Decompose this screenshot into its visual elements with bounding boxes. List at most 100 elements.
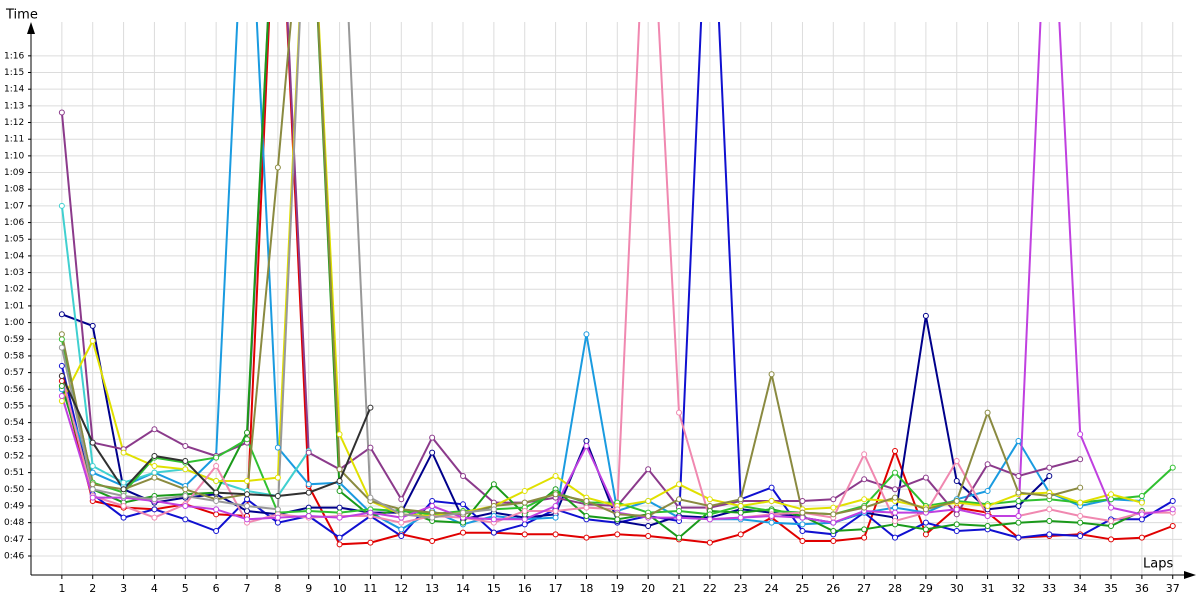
lap-point	[89, 462, 96, 469]
lap-point	[922, 312, 929, 319]
y-axis-arrow	[27, 22, 35, 34]
lap-point	[58, 331, 65, 338]
x-tick-label: 7	[244, 582, 251, 595]
y-tick-label: 1:01	[4, 301, 24, 311]
lap-point	[182, 466, 189, 473]
lap-point	[861, 451, 868, 458]
y-tick-label: 0:55	[4, 401, 24, 411]
lap-point	[336, 541, 343, 548]
y-tick-label: 0:56	[4, 385, 24, 395]
lap-point	[1046, 517, 1053, 524]
lap-point	[460, 501, 467, 508]
lap-point	[830, 496, 837, 503]
lap-point	[583, 512, 590, 519]
lap-point	[799, 497, 806, 504]
lap-point	[892, 447, 899, 454]
y-tick-label: 0:57	[4, 368, 24, 378]
lap-point	[244, 496, 251, 503]
lap-point	[799, 527, 806, 534]
x-tick-label: 5	[182, 582, 189, 595]
lap-point	[89, 469, 96, 476]
lap-point	[830, 511, 837, 518]
lap-point	[1046, 531, 1053, 538]
lap-point	[552, 491, 559, 498]
x-tick-label: 31	[981, 582, 995, 595]
lap-point	[58, 311, 65, 318]
lap-point	[676, 507, 683, 514]
x-tick-label: 23	[734, 582, 748, 595]
lap-point	[892, 486, 899, 493]
lap-point	[1138, 516, 1145, 523]
lap-point	[768, 512, 775, 519]
lap-point	[1015, 502, 1022, 509]
lap-point	[706, 502, 713, 509]
lap-point	[274, 506, 281, 513]
lap-point	[274, 514, 281, 521]
lap-point	[552, 472, 559, 479]
y-tick-label: 1:14	[4, 85, 24, 95]
lap-point	[799, 514, 806, 521]
lap-point	[429, 537, 436, 544]
lap-point	[58, 344, 65, 351]
lap-point	[120, 514, 127, 521]
y-tick-label: 1:02	[4, 285, 24, 295]
lap-point	[984, 502, 991, 509]
y-tick-label: 1:07	[4, 201, 24, 211]
x-tick-label: 36	[1135, 582, 1149, 595]
y-tick-label: 0:52	[4, 451, 24, 461]
lap-point	[490, 506, 497, 513]
lap-point	[305, 489, 312, 496]
lap-point	[521, 516, 528, 523]
lap-point	[1108, 491, 1115, 498]
lap-point	[182, 457, 189, 464]
lap-point	[1046, 464, 1053, 471]
lap-point	[1169, 497, 1176, 504]
x-tick-label: 6	[213, 582, 220, 595]
lap-point	[861, 496, 868, 503]
lap-point	[120, 492, 127, 499]
y-tick-label: 0:59	[4, 335, 24, 345]
lap-point	[367, 539, 374, 546]
x-tick-label: 30	[950, 582, 964, 595]
lap-point	[830, 537, 837, 544]
lap-point	[521, 521, 528, 528]
lap-point	[244, 477, 251, 484]
lap-point	[151, 514, 158, 521]
lap-point	[274, 164, 281, 171]
y-tick-label: 1:06	[4, 218, 24, 228]
lap-point	[213, 497, 220, 504]
lap-point	[1108, 517, 1115, 524]
lap-point	[151, 426, 158, 433]
x-tick-label: 8	[274, 582, 281, 595]
lap-point	[861, 504, 868, 511]
lap-point	[892, 504, 899, 511]
lap-point	[213, 462, 220, 469]
lap-point	[151, 452, 158, 459]
x-tick-label: 10	[333, 582, 347, 595]
x-tick-label: 15	[487, 582, 501, 595]
lap-point	[1077, 456, 1084, 463]
lap-point	[583, 331, 590, 338]
lap-point	[583, 504, 590, 511]
lap-point	[460, 529, 467, 536]
lap-point	[182, 516, 189, 523]
lap-point	[830, 504, 837, 511]
lap-point	[398, 496, 405, 503]
lap-point	[1108, 496, 1115, 503]
lap-point	[490, 529, 497, 536]
lap-point	[737, 531, 744, 538]
lap-point	[58, 336, 65, 343]
x-tick-label: 12	[394, 582, 408, 595]
plot-area	[58, 22, 1176, 548]
lap-point	[1015, 512, 1022, 519]
lap-point	[552, 502, 559, 509]
y-tick-label: 1:00	[4, 318, 24, 328]
x-tick-label: 24	[765, 582, 779, 595]
y-tick-label: 1:03	[4, 268, 24, 278]
lap-point	[89, 494, 96, 501]
x-axis-label: Laps	[1143, 557, 1173, 572]
lap-point	[768, 484, 775, 491]
lap-point	[367, 509, 374, 516]
lap-point	[830, 519, 837, 526]
lap-point	[213, 477, 220, 484]
